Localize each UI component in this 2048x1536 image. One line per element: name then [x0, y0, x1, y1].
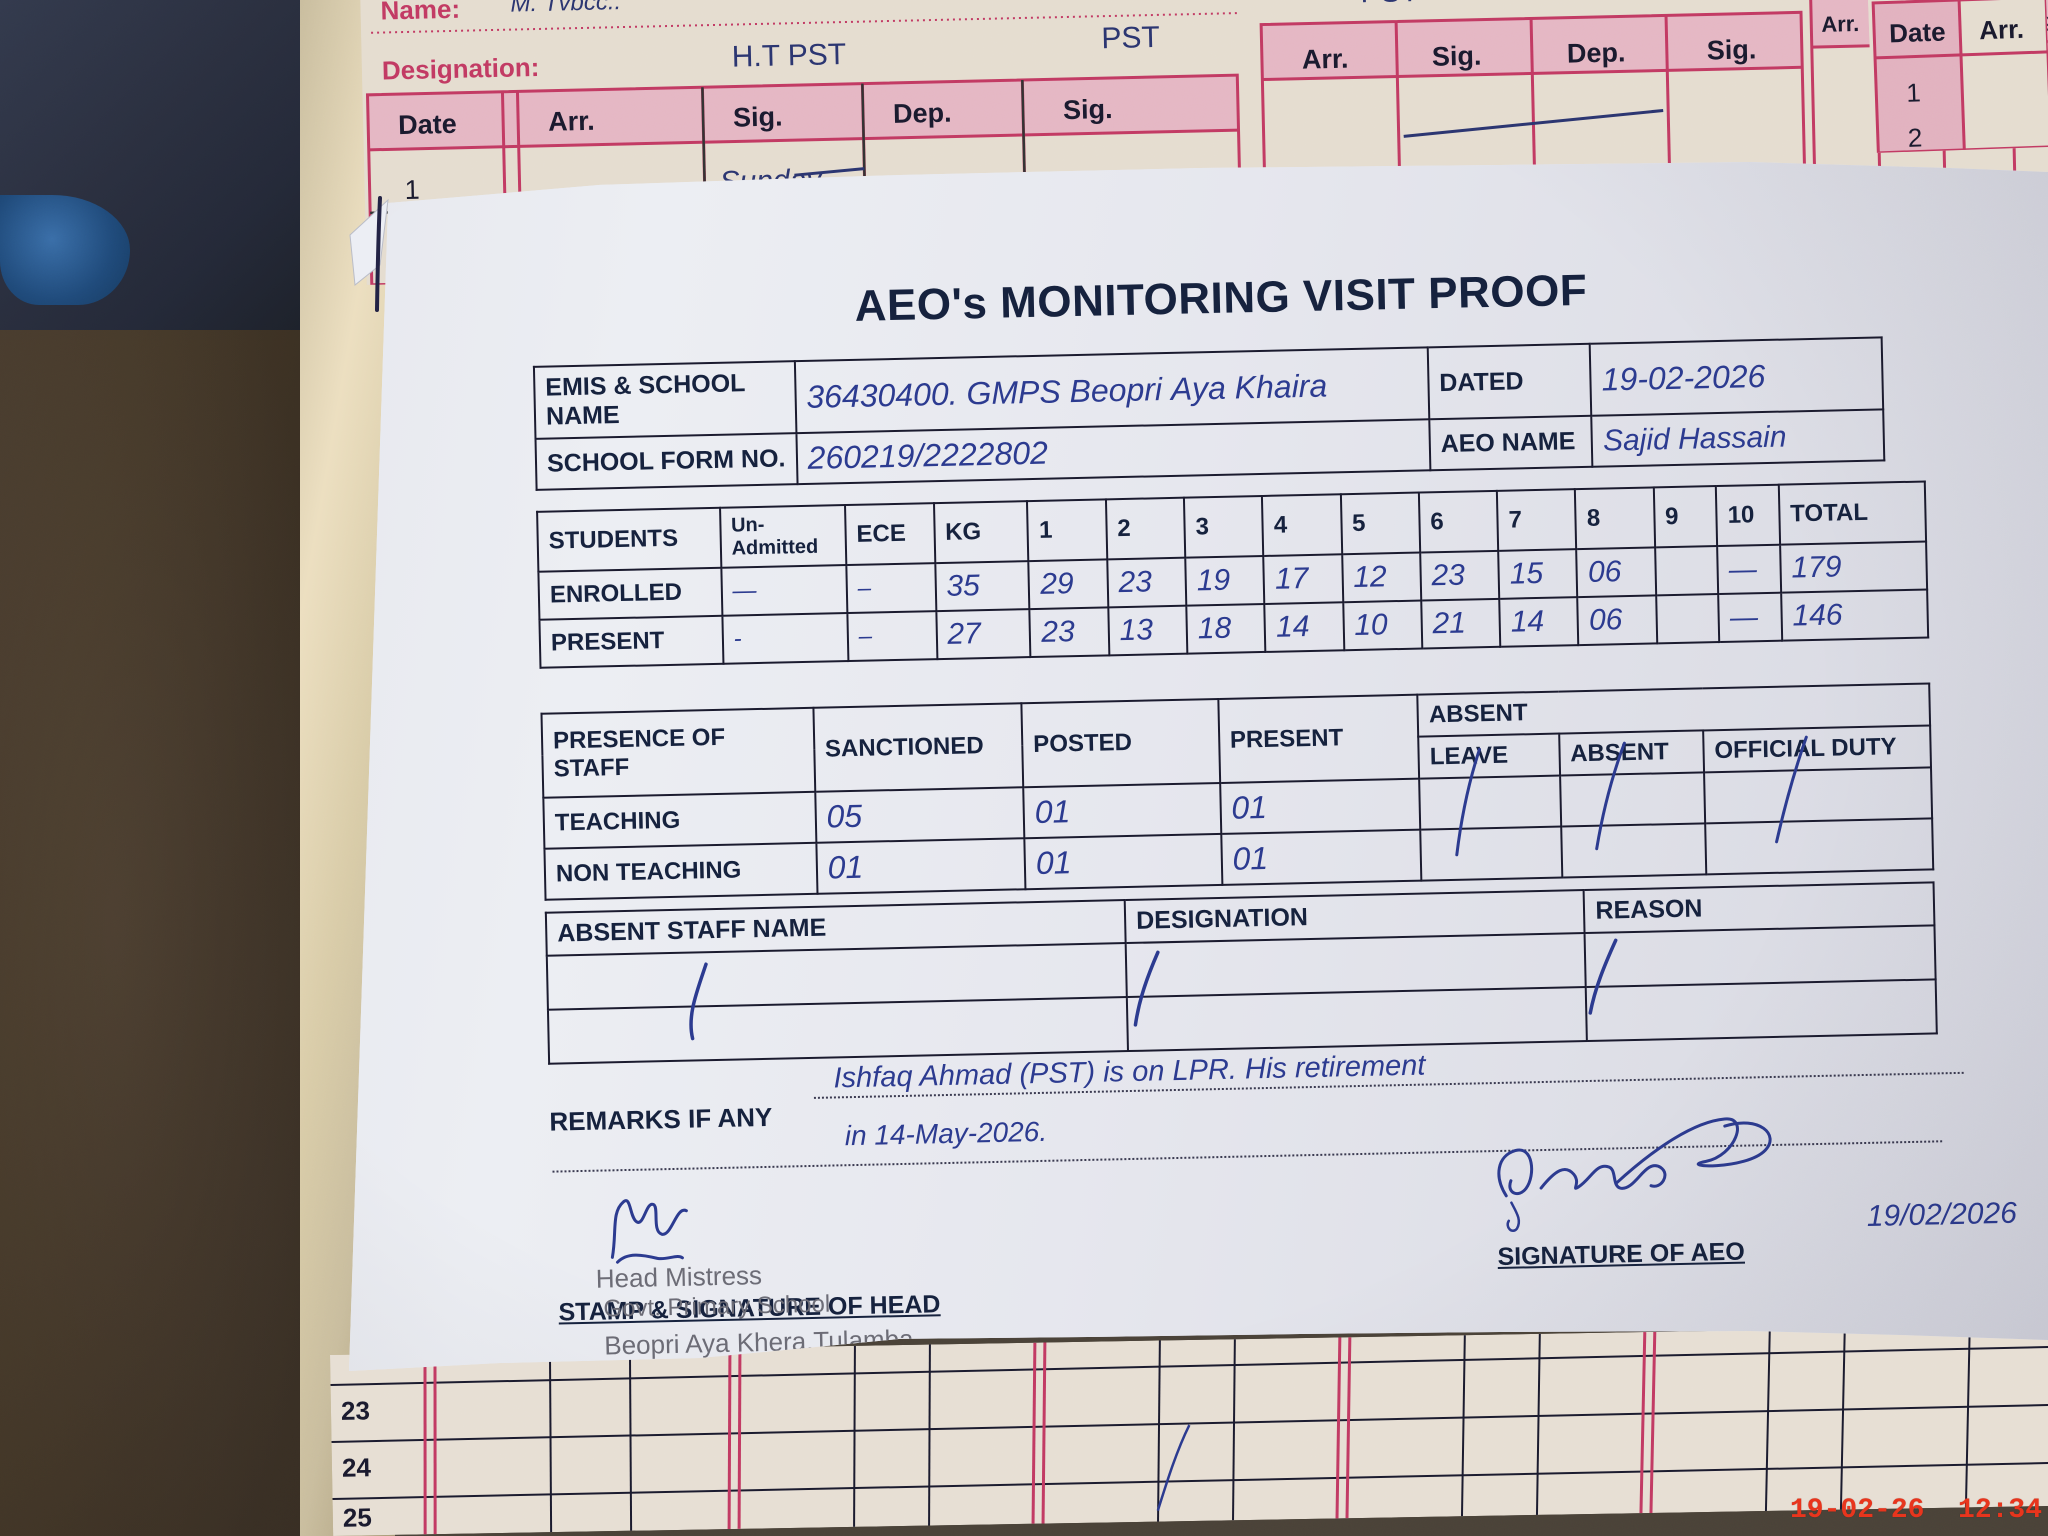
svg-text:PST: PST [1360, 0, 1419, 9]
svg-text:Sig.: Sig. [1063, 94, 1113, 125]
svg-text:25: 25 [343, 1502, 372, 1533]
svg-text:Sig.: Sig. [733, 101, 783, 132]
svg-text:Dep.: Dep. [893, 98, 952, 129]
svg-text:Sig.: Sig. [1706, 34, 1756, 65]
svg-text:Date: Date [398, 109, 457, 140]
svg-text:Arr.: Arr. [1302, 44, 1349, 75]
svg-text:Dep.: Dep. [1567, 37, 1626, 68]
svg-text:Name:: Name: [380, 0, 460, 26]
svg-text:PST: PST [1101, 21, 1160, 55]
svg-text:24: 24 [342, 1452, 372, 1483]
svg-text:Arr.: Arr. [1979, 14, 2025, 46]
svg-text:M. Tvbcc..: M. Tvbcc.. [510, 0, 621, 18]
svg-text:Designation:: Designation: [382, 52, 540, 86]
svg-text:1: 1 [1906, 77, 1922, 107]
svg-text:Sig.: Sig. [1432, 41, 1482, 72]
svg-text:2: 2 [1907, 122, 1923, 152]
svg-text:H.T PST: H.T PST [731, 38, 846, 74]
svg-text:Date: Date [1889, 16, 1946, 48]
svg-text:Arr.: Arr. [1821, 11, 1859, 37]
svg-text:Arr.: Arr. [548, 106, 595, 137]
svg-text:23: 23 [341, 1395, 370, 1426]
